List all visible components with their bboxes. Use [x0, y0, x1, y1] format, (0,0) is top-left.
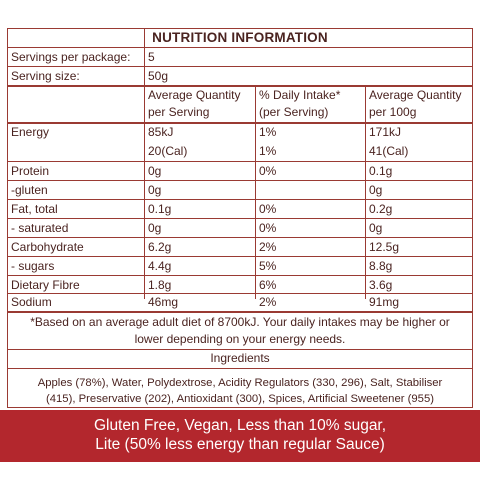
column-line	[144, 29, 145, 299]
divider	[8, 368, 472, 369]
row-daily-intake: 0%	[259, 221, 277, 235]
divider	[8, 349, 472, 350]
header-daily-intake-line2: (per Serving)	[259, 105, 329, 119]
ingredients-text: Apples (78%), Water, Polydextrose, Acidi…	[8, 375, 472, 407]
row-daily-intake: 6%	[259, 278, 277, 292]
row-daily-intake: 0%	[259, 202, 277, 216]
column-line	[255, 85, 256, 299]
header-per-serving-line2: per Serving	[148, 105, 210, 119]
row-daily-intake: 1%	[259, 125, 277, 139]
row-per-serving: 0.1g	[148, 202, 172, 216]
row-label: Fat, total	[11, 202, 58, 216]
servings-per-package-label: Servings per package:	[11, 50, 131, 64]
row-daily-intake: 5%	[259, 259, 277, 273]
row-per-serving: 0g	[148, 164, 162, 178]
footnote-line2: lower depending on your energy needs.	[134, 332, 346, 346]
divider	[8, 161, 472, 162]
divider	[8, 122, 472, 124]
ingredients-line1: Apples (78%), Water, Polydextrose, Acidi…	[37, 377, 443, 389]
row-per-serving: 1.8g	[148, 278, 172, 292]
row-per-100g: 8.8g	[369, 259, 393, 273]
divider	[8, 85, 472, 87]
divider	[8, 256, 472, 257]
banner-line1: Gluten Free, Vegan, Less than 10% sugar,	[93, 417, 387, 434]
row-per-100g: 171kJ	[369, 125, 402, 139]
row-daily-intake: 2%	[259, 240, 277, 254]
row-label: - saturated	[11, 221, 69, 235]
header-per-serving-line1: Average Quantity	[148, 88, 241, 102]
header-per-100g-line2: per 100g	[369, 105, 417, 119]
row-per-100g: 0.2g	[369, 202, 393, 216]
header-daily-intake-line1: % Daily Intake*	[259, 88, 341, 102]
column-line	[365, 85, 366, 299]
row-daily-intake: 2%	[259, 295, 277, 309]
row-per-serving: 46mg	[148, 295, 179, 309]
divider	[8, 275, 472, 276]
serving-size-label: Serving size:	[11, 69, 80, 83]
row-per-serving: 85kJ	[148, 125, 174, 139]
nutrition-panel: NUTRITION INFORMATION Servings per packa…	[7, 28, 473, 408]
row-label: - sugars	[11, 259, 55, 273]
row-per-100g: 41(Cal)	[369, 144, 409, 158]
ingredients-line2: (415), Preservative (202), Antioxidant (…	[45, 393, 435, 405]
row-label: Carbohydrate	[11, 240, 84, 254]
servings-per-package-value: 5	[148, 50, 155, 64]
row-per-serving: 6.2g	[148, 240, 172, 254]
row-label: Sodium	[11, 295, 52, 309]
ingredients-heading: Ingredients	[210, 351, 270, 365]
divider	[8, 293, 472, 294]
row-per-serving: 0g	[148, 221, 162, 235]
row-daily-intake: 1%	[259, 144, 277, 158]
row-per-100g: 0g	[369, 183, 383, 197]
row-per-serving: 0g	[148, 183, 162, 197]
row-per-serving: 20(Cal)	[148, 144, 188, 158]
row-label: Dietary Fibre	[11, 278, 80, 292]
row-per-100g: 3.6g	[369, 278, 393, 292]
banner-line2: Lite (50% less energy than regular Sauce…	[95, 436, 385, 453]
divider	[8, 180, 472, 181]
row-per-100g: 12.5g	[369, 240, 400, 254]
row-per-100g: 91mg	[369, 295, 400, 309]
divider	[8, 199, 472, 200]
row-per-100g: 0g	[369, 221, 383, 235]
header-per-100g-line1: Average Quantity	[369, 88, 462, 102]
divider	[8, 311, 472, 313]
footnote-line1: *Based on an average adult diet of 8700k…	[30, 315, 450, 329]
panel-title: NUTRITION INFORMATION	[152, 30, 328, 45]
divider	[8, 237, 472, 238]
row-label: -gluten	[11, 183, 48, 197]
divider	[8, 47, 472, 48]
row-label: Protein	[11, 164, 50, 178]
serving-size-value: 50g	[148, 69, 169, 83]
divider	[8, 218, 472, 219]
row-label: Energy	[11, 125, 50, 139]
row-per-100g: 0.1g	[369, 164, 393, 178]
claims-banner: Gluten Free, Vegan, Less than 10% sugar,…	[0, 410, 480, 462]
row-daily-intake: 0%	[259, 164, 277, 178]
divider	[8, 66, 472, 67]
row-per-serving: 4.4g	[148, 259, 172, 273]
